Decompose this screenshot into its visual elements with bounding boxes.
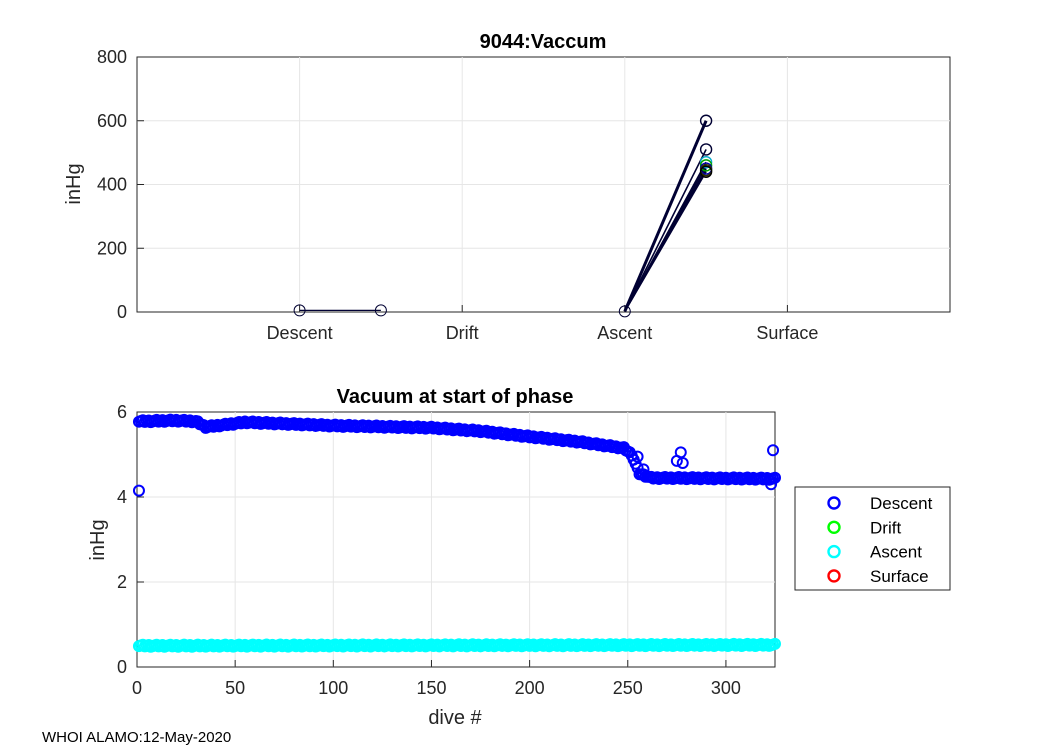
descent-start-marker	[293, 304, 306, 317]
legend-marker-descent	[827, 496, 841, 510]
ascent-end-marker	[699, 155, 713, 169]
point-descent	[676, 457, 689, 469]
vacuum-by-dive-chart: 0 50 100 150 200 250 300 0 2 4 6 Vacuum at start o…	[87, 386, 781, 729]
top-y-tick-label: 600	[97, 111, 127, 131]
point-descent	[631, 450, 644, 463]
ascent-end-marker	[699, 143, 713, 156]
ascent-segment-line	[624, 149, 707, 312]
top-tick-labels: Descent Drift Ascent Surface 0 200 400 600 800	[97, 47, 818, 343]
point-descent	[767, 444, 780, 457]
legend-box	[794, 486, 951, 591]
footer-stamp: WHOI ALAMO:12-May-2020	[42, 729, 231, 746]
bottom-y-axis-label: inHg	[87, 519, 109, 560]
top-chart-title: 9044:Vaccum	[480, 31, 607, 53]
top-grid	[137, 56, 950, 313]
legend-label-descent: Descent	[870, 494, 933, 513]
bottom-grid	[136, 411, 775, 668]
ascent-segment-line	[623, 120, 708, 312]
bottom-x-tick-label: 250	[613, 678, 643, 698]
bottom-x-tick-label: 150	[416, 678, 446, 698]
top-y-axis-label: inHg	[63, 163, 85, 204]
ascent-segment-line	[624, 171, 707, 312]
legend: Descent Drift Ascent Surface	[794, 486, 951, 591]
legend-label-surface: Surface	[870, 567, 929, 586]
bottom-y-tick-label: 2	[117, 572, 127, 592]
top-y-tick-label: 200	[97, 238, 127, 258]
ascent-end-marker	[699, 165, 713, 178]
bottom-x-tick-label: 100	[318, 678, 348, 698]
bottom-x-tick-label: 300	[711, 678, 741, 698]
top-y-tick-label: 800	[97, 47, 127, 67]
top-y-tick-label: 400	[97, 175, 127, 195]
legend-marker-surface	[827, 569, 841, 583]
point-descent	[637, 463, 650, 476]
top-x-tick-label: Drift	[446, 323, 479, 343]
bottom-x-tick-label: 0	[132, 678, 142, 698]
point-ascent	[769, 637, 781, 650]
top-y-tick-label: 0	[117, 302, 127, 322]
ascent-end-marker	[699, 159, 713, 172]
ascent-end-marker	[699, 114, 713, 127]
vacuum-phase-chart: Descent Drift Ascent Surface 0 200 400 600 800 9…	[63, 31, 951, 343]
bottom-axes-box	[136, 411, 776, 668]
legend-label-drift: Drift	[870, 518, 901, 537]
point-descent	[132, 484, 145, 497]
bottom-x-tick-label: 200	[515, 678, 545, 698]
legend-marker-drift	[827, 520, 841, 534]
bottom-series-points	[132, 413, 781, 653]
bottom-x-axis-label: dive #	[428, 707, 482, 729]
top-x-tick-label: Ascent	[597, 323, 652, 343]
top-x-tick-label: Surface	[756, 323, 818, 343]
descent-end-marker	[374, 304, 387, 317]
legend-items: Descent Drift Ascent Surface	[827, 494, 933, 586]
legend-marker-ascent	[827, 544, 841, 559]
top-x-tick-label: Descent	[267, 323, 333, 343]
bottom-y-tick-label: 6	[117, 402, 127, 422]
bottom-chart-title: Vacuum at start of phase	[337, 386, 574, 408]
bottom-tick-labels: 0 50 100 150 200 250 300 0 2 4 6	[117, 402, 741, 698]
point-descent	[765, 478, 778, 491]
bottom-y-tick-label: 4	[117, 487, 127, 507]
bottom-y-tick-label: 0	[117, 657, 127, 677]
bottom-x-tick-label: 50	[225, 678, 245, 698]
legend-label-ascent: Ascent	[870, 543, 922, 562]
ascent-start-marker	[618, 305, 631, 318]
top-series-lines	[293, 114, 713, 318]
